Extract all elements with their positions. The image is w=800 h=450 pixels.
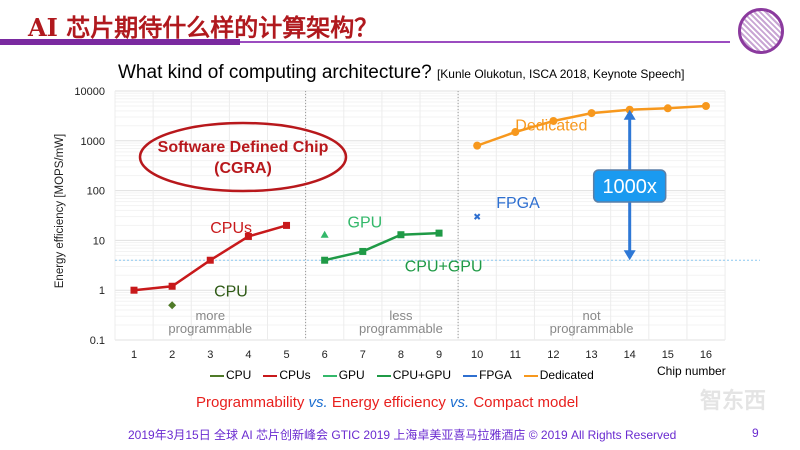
legend-label: FPGA [479,368,512,382]
x-tick-label: 12 [547,349,559,361]
series-line-CPU+GPU [324,231,440,262]
caption-vs: vs. [450,394,470,411]
region-label: programmable [168,321,252,336]
series-label: CPUs [210,220,252,237]
legend-item: Dedicated [523,368,594,382]
callout-ellipse [138,121,348,193]
slide-title: AI 芯片期待什么样的计算架构？ [28,13,379,42]
subtitle-text: What kind of computing architecture? [118,62,432,83]
page-number: 9 [752,426,759,440]
x-tick-label: 11 [510,349,521,361]
data-point-Dedicated [587,109,596,118]
title-underline-thin [240,41,730,43]
legend-item: CPU+GPU [376,368,452,382]
x-tick-label: 7 [360,349,366,361]
callout-text: (CGRA) [214,160,272,177]
chart-subtitle: What kind of computing architecture? [Ku… [118,62,684,84]
y-axis-label: Energy efficiency [MOPS/mW] [54,133,66,289]
legend-label: CPU+GPU [392,368,452,382]
series-label: FPGA [496,195,540,212]
region-label: more [195,308,225,323]
series-label: Dedicated [515,118,587,135]
y-tick-label: 100 [87,186,105,198]
y-tick-label: 1 [99,285,105,297]
x-tick-label: 4 [245,349,251,361]
data-point-CPU+GPU [435,229,443,237]
legend-item: CPUs [263,368,311,382]
caption-part: Compact model [469,394,579,411]
x-axis-label: Chip number [657,364,726,378]
series-label: CPU [214,283,248,300]
data-point-CPU+GPU [359,247,367,255]
x-tick-label: 2 [169,349,175,361]
callout-text: Software Defined Chip [158,139,329,156]
y-tick-label: 0.1 [90,335,105,347]
series-label: GPU [348,215,383,232]
data-point-GPU [320,230,329,238]
x-tick-label: 3 [207,349,213,361]
data-point-CPU [168,301,177,310]
title-underline [0,39,240,45]
university-logo [738,8,784,54]
legend-swatch [322,374,337,377]
ratio-badge [592,169,667,203]
data-point-CPUs [206,256,214,264]
x-tick-label: 6 [322,349,328,361]
data-point-CPUs [244,232,252,240]
data-point-CPUs [168,282,176,290]
y-tick-label: 10 [93,235,105,247]
x-tick-label: 5 [283,349,289,361]
x-tick-label: 1 [131,349,137,361]
data-point-Dedicated [701,101,710,110]
region-label: less [389,308,413,323]
legend-swatch [523,374,538,377]
data-point-Dedicated [473,141,482,150]
legend-label: CPUs [279,368,311,382]
y-tick-label: 10000 [74,86,105,98]
data-point-FPGA [473,213,481,220]
legend-swatch [210,374,224,377]
legend-label: Dedicated [539,368,594,382]
legend-item: GPU [322,368,365,382]
x-tick-label: 16 [700,349,712,361]
caption-part: Energy efficiency [327,394,450,411]
data-point-CPU+GPU [397,231,405,239]
region-label: not [583,308,601,323]
y-tick-label: 1000 [81,136,105,148]
legend-swatch [463,374,478,377]
x-tick-label: 9 [436,349,442,361]
caption-vs: vs. [308,394,328,411]
legend-item: CPU [210,368,251,382]
x-tick-label: 15 [662,349,674,361]
caption-part: Programmability [196,394,309,411]
data-point-Dedicated [663,104,672,113]
arrow-head-up [623,109,636,120]
data-point-CPU+GPU [321,256,329,264]
data-point-CPUs [283,221,291,229]
region-label: programmable [359,321,443,336]
x-tick-label: 10 [471,349,483,361]
series-label: CPU+GPU [405,258,483,275]
ratio-label: 1000x [602,176,657,198]
watermark: 智东西 [700,388,767,413]
citation: [Kunle Olukotun, ISCA 2018, Keynote Spee… [436,67,685,81]
legend-label: CPU [226,368,252,382]
legend-swatch [263,374,278,377]
x-tick-label: 8 [398,349,404,361]
legend: CPU CPUs GPU CPU+GPU FPGA Dedicated [210,368,594,382]
legend-item: FPGA [463,368,512,382]
x-tick-label: 14 [624,349,636,361]
data-point-Dedicated [511,128,520,137]
footer: 2019年3月15日 全球 AI 芯片创新峰会 GTIC 2019 上海卓美亚喜… [128,428,677,442]
data-point-CPUs [130,286,138,294]
arrow-head-down [623,250,636,261]
legend-swatch [376,374,391,377]
caption: Programmability vs. Energy efficiency vs… [196,394,578,411]
x-tick-label: 13 [585,349,597,361]
region-label: programmable [550,321,634,336]
data-point-Dedicated [549,116,558,125]
legend-label: GPU [338,368,365,382]
